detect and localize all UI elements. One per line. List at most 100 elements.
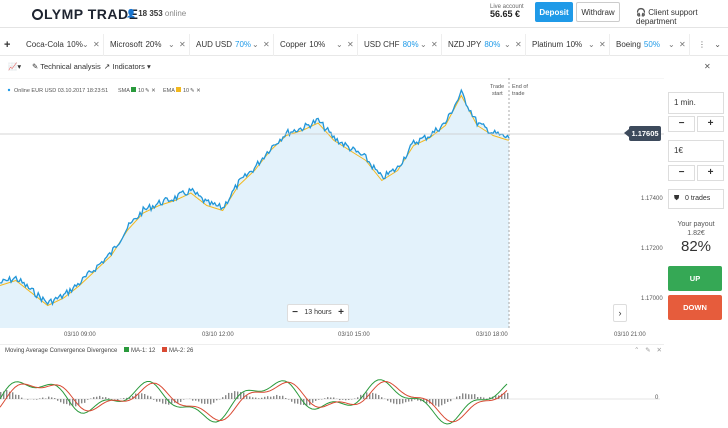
close-icon[interactable]: ✕ [679, 40, 686, 49]
online-count: 18 353 [138, 9, 163, 18]
asset-tab[interactable]: USD CHF 80% ⌄ ✕ [358, 34, 442, 56]
current-price-badge: 1.17605 [624, 126, 661, 141]
ema-edit-icon[interactable]: ✎ ✕ [190, 87, 201, 94]
macd-hist-bar [411, 399, 413, 402]
sma-edit-icon[interactable]: ✎ ✕ [145, 87, 156, 94]
close-icon[interactable]: ✕ [515, 40, 522, 49]
macd-hist-bar [357, 397, 359, 399]
payout-label: Your payout [677, 221, 715, 228]
collapse-icon[interactable]: ⌃ [634, 347, 640, 354]
chevron-down-icon[interactable]: ⌄ [504, 40, 511, 49]
asset-tab-payout: 10% [66, 40, 83, 49]
close-icon[interactable]: ✕ [656, 347, 662, 354]
macd-hist-bar [315, 399, 317, 401]
macd-hist-bar [321, 399, 323, 400]
chevron-down-icon[interactable]: ⌄ [588, 40, 595, 49]
chevron-down-icon[interactable]: ⌄ [420, 40, 427, 49]
zoom-label: 13 hours [304, 309, 332, 316]
zoom-in-button[interactable]: + [338, 307, 344, 318]
down-button[interactable]: DOWN [668, 295, 722, 320]
close-icon[interactable]: ✕ [263, 40, 270, 49]
chart-info: Online EUR USD 03.10.2017 18:23:51 SMA 1… [7, 87, 201, 94]
macd-hist-bar [99, 395, 101, 399]
technical-analysis-button[interactable]: ✎ Technical analysis [32, 62, 101, 71]
chevron-down-icon[interactable]: ⌄ [336, 40, 343, 49]
tabs-menu-icon[interactable]: ⋮ [698, 40, 706, 49]
duration-field[interactable]: 1 min. [668, 92, 724, 114]
deposit-button[interactable]: Deposit [535, 2, 573, 22]
amount-field[interactable]: 1€ [668, 140, 724, 162]
trade-panel: 1 min. − + 1€ − + ⛊ 0 trades Your payout… [664, 88, 728, 428]
price-line [0, 88, 510, 307]
price-area [0, 90, 509, 328]
asset-tab[interactable]: Microsoft 20% ⌄ ✕ [104, 34, 190, 56]
close-icon[interactable]: ✕ [704, 62, 711, 71]
chevron-down-icon[interactable]: ⌄ [168, 40, 175, 49]
macd-chart[interactable] [0, 344, 664, 428]
scroll-right-button[interactable]: › [613, 304, 627, 322]
asset-tab-payout: 10% [566, 40, 583, 49]
asset-tab[interactable]: NZD JPY 80% ⌄ ✕ [442, 34, 526, 56]
macd-hist-bar [330, 397, 332, 399]
add-tab-button[interactable]: + [4, 39, 11, 51]
macd-hist-bar [141, 393, 143, 399]
edit-icon[interactable]: ✎ [645, 347, 651, 354]
macd-hist-bar [495, 395, 497, 399]
price-chart[interactable]: 03/10 09:00 03/10 12:00 03/10 15:00 03/10 1… [0, 78, 664, 340]
duration-plus-button[interactable]: + [697, 116, 724, 132]
chevron-down-icon[interactable]: ⌄ [252, 40, 259, 49]
asset-tab-payout: 80% [484, 40, 501, 49]
close-icon[interactable]: ✕ [431, 40, 438, 49]
duration-minus-button[interactable]: − [668, 116, 695, 132]
support-link[interactable]: 🎧 Client support department [636, 8, 728, 26]
macd-hist-bar [258, 398, 260, 399]
macd-hist-bar [39, 398, 41, 399]
asset-tab[interactable]: Coca-Cola 10% ⌄ ✕ [20, 34, 104, 56]
chevron-down-icon[interactable]: ⌄ [714, 40, 721, 49]
macd-hist-bar [426, 399, 428, 404]
asset-tab[interactable]: Boeing 50% ⌄ ✕ [610, 34, 690, 56]
top-bar: LYMP TRADE 👤 18 353 online Live account … [0, 0, 728, 28]
chevron-down-icon[interactable]: ⌄ [82, 40, 89, 49]
brand-logo[interactable]: LYMP TRADE [32, 6, 138, 22]
macd-hist-bar [78, 399, 80, 406]
withdraw-button[interactable]: Withdraw [576, 2, 620, 22]
macd-hist-bar [192, 399, 194, 401]
macd-hist-bar [3, 391, 5, 399]
macd-hist-bar [420, 399, 422, 402]
amount-minus-button[interactable]: − [668, 165, 695, 181]
up-button[interactable]: UP [668, 266, 722, 291]
asset-tab[interactable]: Platinum 10% ⌄ ✕ [526, 34, 610, 56]
macd-hist-bar [504, 393, 506, 399]
end-of-trade-label: End of trade [512, 84, 528, 97]
live-dot [7, 88, 11, 92]
close-icon[interactable]: ✕ [599, 40, 606, 49]
macd-hist-bar [270, 396, 272, 399]
macd-hist-bar [273, 396, 275, 399]
chevron-down-icon[interactable]: ⌄ [668, 40, 675, 49]
asset-tab-name: Microsoft [110, 40, 143, 49]
macd-legend: Moving Average Convergence Divergence MA… [5, 347, 193, 354]
macd-hist-bar [507, 392, 509, 399]
close-icon[interactable]: ✕ [93, 40, 100, 49]
indicators-button[interactable]: ↗ Indicators ▾ [104, 62, 151, 71]
account-balance[interactable]: Live account 56.65 € [490, 4, 524, 19]
macd-hist-bar [201, 399, 203, 404]
payout-percent: 82% [680, 238, 712, 255]
macd-hist-bar [144, 394, 146, 399]
macd-hist-bar [465, 393, 467, 399]
asset-tab-payout: 80% [402, 40, 419, 49]
macd-controls: ⌃ ✎ ✕ [634, 346, 662, 354]
amount-plus-button[interactable]: + [697, 165, 724, 181]
asset-tab[interactable]: Copper 10% ⌄ ✕ [274, 34, 358, 56]
asset-tab[interactable]: AUD USD 70% ⌄ ✕ [190, 34, 274, 56]
chart-type-button[interactable]: 📈▾ [8, 62, 21, 71]
balance-value: 56.65 € [490, 9, 521, 19]
close-icon[interactable]: ✕ [347, 40, 354, 49]
asset-tab-name: Copper [280, 40, 307, 49]
zoom-out-button[interactable]: − [292, 307, 298, 318]
close-icon[interactable]: ✕ [179, 40, 186, 49]
trades-button[interactable]: ⛊ 0 trades [668, 189, 724, 209]
chart-toolbar: 📈▾ ✎ Technical analysis ↗ Indicators ▾ [0, 58, 660, 78]
macd-hist-bar [378, 395, 380, 399]
